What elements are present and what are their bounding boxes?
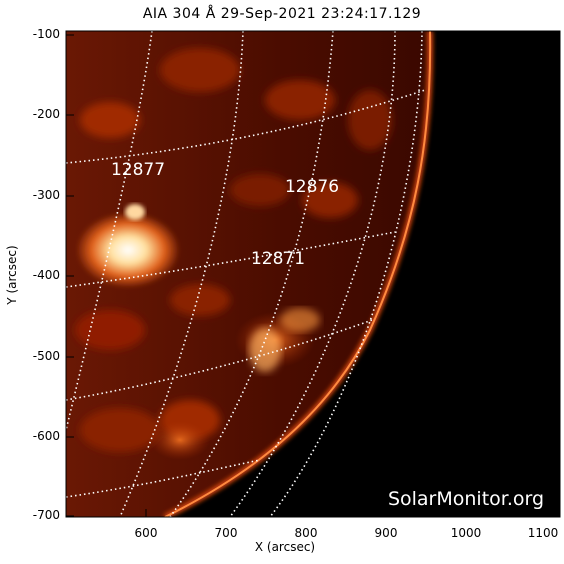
y-tick-label: -600: [32, 429, 60, 443]
x-tick-label: 1100: [527, 526, 559, 540]
y-tick-label: -500: [32, 349, 60, 363]
y-axis-label: Y (arcsec): [5, 245, 19, 305]
region-label-12871: 12871: [251, 249, 305, 269]
region-label-12876: 12876: [285, 177, 339, 197]
x-tick-label: 900: [374, 526, 398, 540]
y-tick-label: -300: [32, 188, 60, 202]
watermark: SolarMonitor.org: [388, 488, 544, 510]
x-tick-label: 800: [294, 526, 318, 540]
x-tick-label: 700: [214, 526, 238, 540]
y-tick-label: -700: [32, 508, 60, 522]
heliographic-grid: [66, 31, 426, 517]
plot-frame: [65, 30, 561, 518]
x-tick-label: 1000: [450, 526, 482, 540]
y-tick-label: -400: [32, 268, 60, 282]
x-axis-label: X (arcsec): [254, 540, 316, 554]
region-label-12877: 12877: [111, 160, 165, 180]
solar-disk: [66, 31, 431, 517]
image-title: AIA 304 Å 29-Sep-2021 23:24:17.129: [142, 6, 422, 22]
x-tick-label: 600: [134, 526, 158, 540]
active-region-12877-emission: [76, 212, 180, 288]
y-tick-label: -100: [32, 27, 60, 41]
y-tick-label: -200: [32, 107, 60, 121]
